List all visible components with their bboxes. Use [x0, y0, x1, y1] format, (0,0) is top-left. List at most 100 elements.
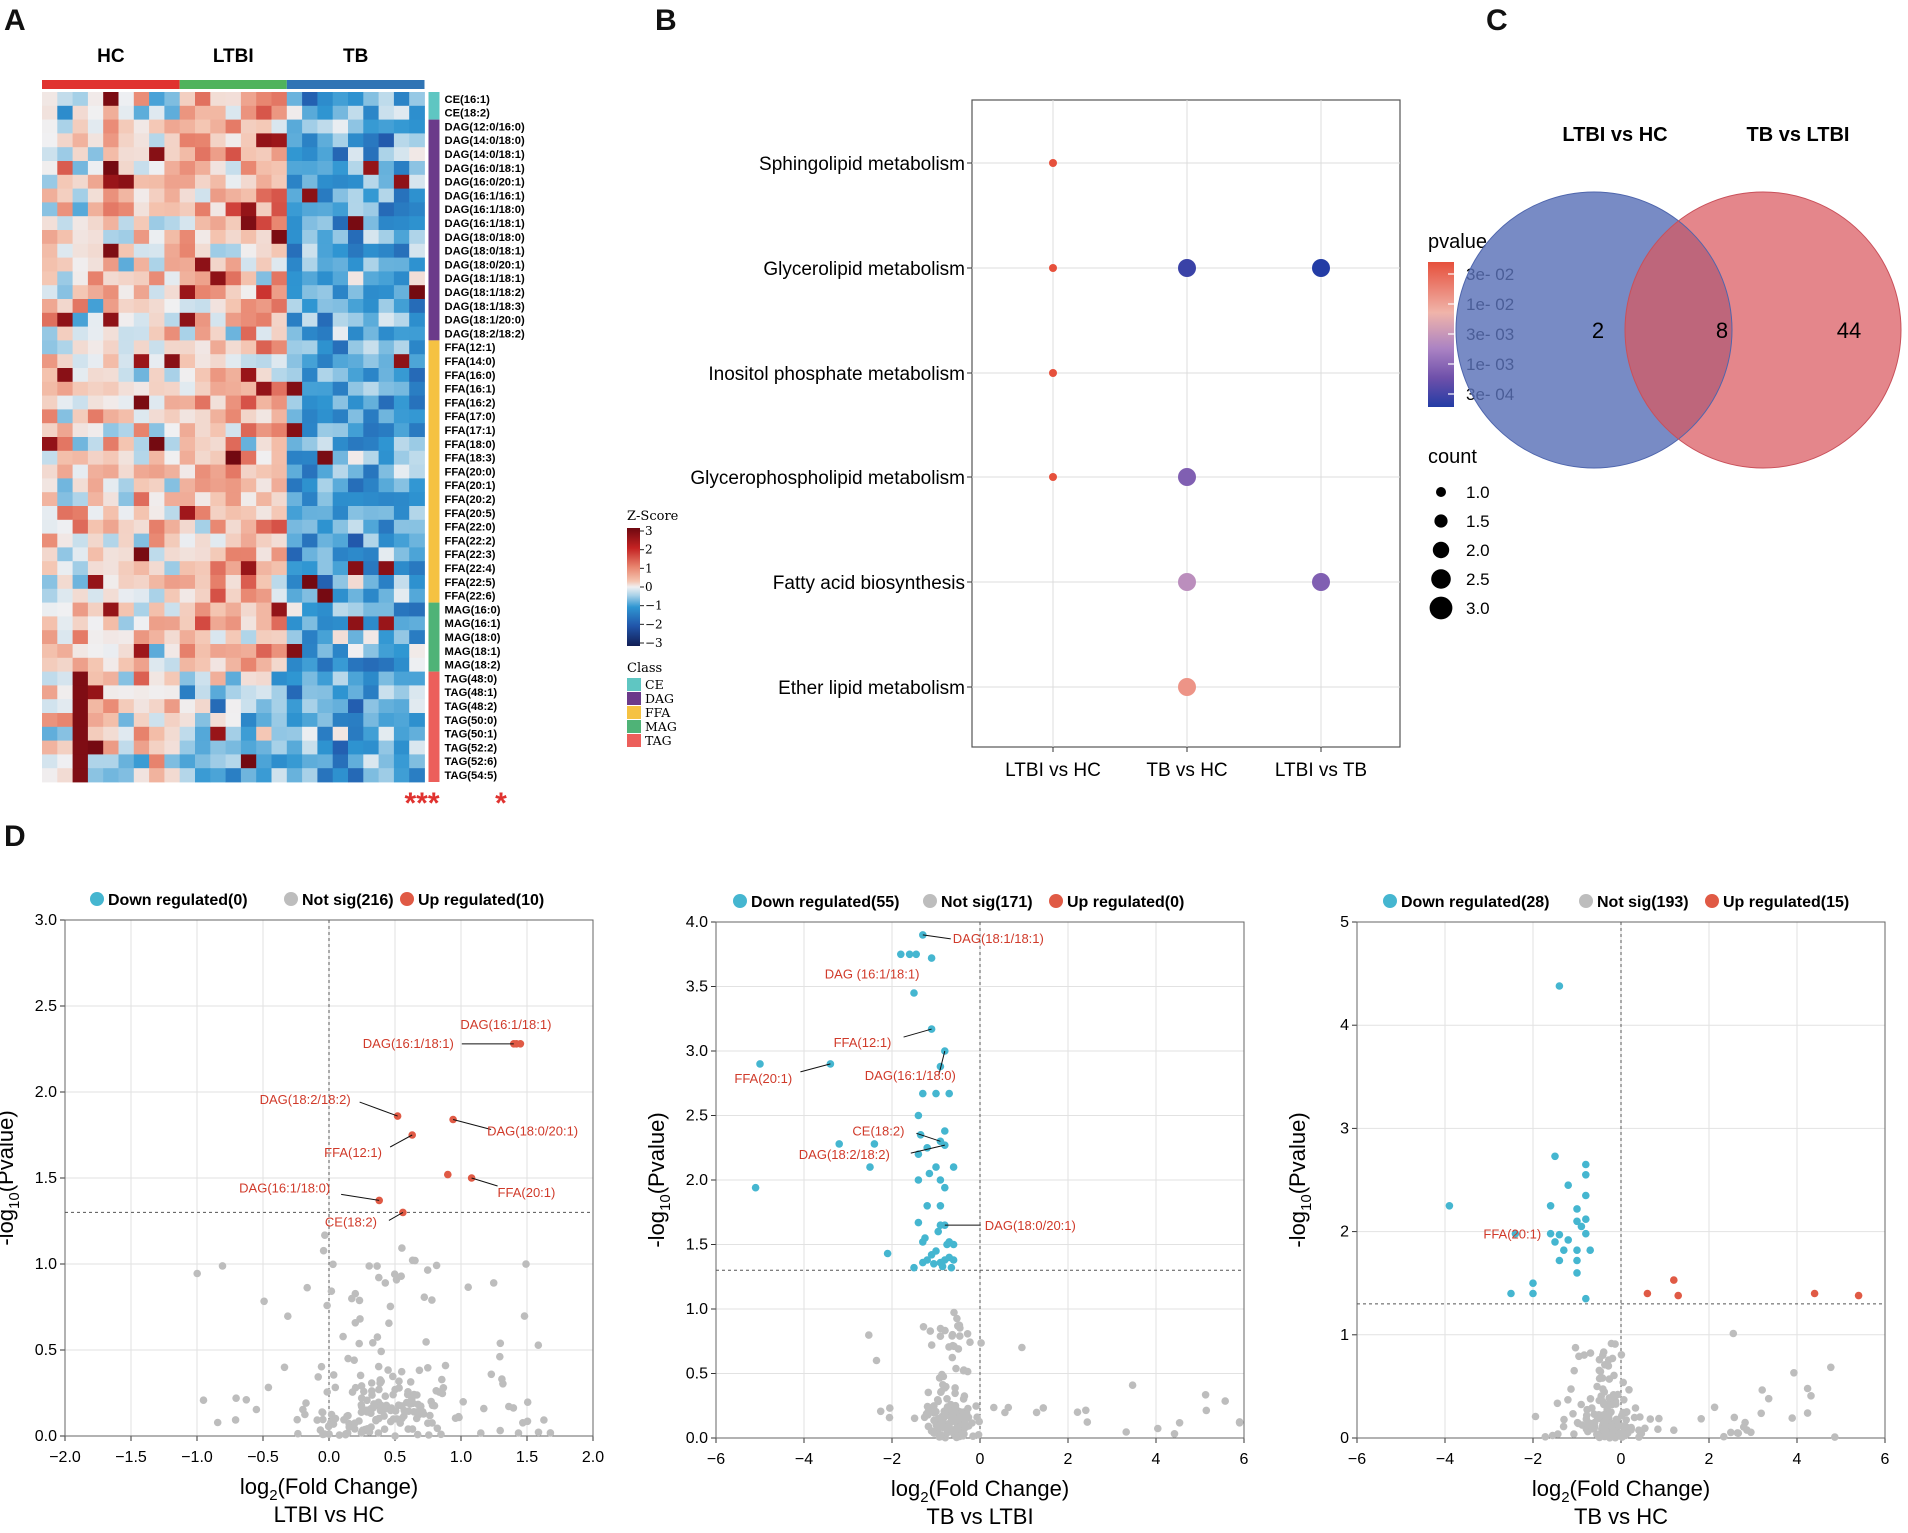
volcano-point-notsig	[946, 1419, 954, 1427]
heatmap-cell	[302, 437, 318, 452]
heatmap-cell	[286, 644, 303, 659]
heatmap-cell	[271, 768, 288, 783]
heatmap-cell	[133, 754, 150, 769]
heatmap-cell	[363, 492, 379, 507]
heatmap-cell	[348, 243, 364, 258]
heatmap-cell	[409, 381, 425, 396]
heatmap-cell	[210, 450, 226, 465]
heatmap-cell	[348, 257, 364, 272]
volcano-point-notsig	[886, 1404, 894, 1412]
heatmap-cell	[42, 671, 58, 686]
heatmap-cell	[57, 354, 73, 369]
heatmap-cell	[332, 119, 349, 134]
volcano-point-notsig	[425, 1431, 433, 1439]
heatmap-cell	[118, 644, 135, 659]
volcano-point-down	[943, 1240, 951, 1249]
heatmap-cell	[271, 713, 288, 728]
volcano-point-notsig	[534, 1341, 543, 1349]
heatmap-cell	[87, 381, 104, 396]
heatmap-cell	[133, 368, 150, 383]
heatmap-cell	[393, 423, 410, 438]
volcano-point-notsig	[350, 1356, 359, 1364]
heatmap-cell	[179, 630, 196, 645]
heatmap-cell	[195, 257, 211, 272]
heatmap-cell	[240, 699, 257, 714]
heatmap-cell	[179, 547, 196, 562]
volcano-y-tick-label: 0.5	[686, 1366, 708, 1383]
heatmap-cell	[195, 285, 211, 300]
heatmap-cell	[317, 768, 334, 783]
volcano-point-notsig	[520, 1312, 529, 1320]
volcano-point-down	[930, 1260, 938, 1268]
heatmap-cell	[149, 381, 165, 396]
heatmap-cell	[393, 630, 410, 645]
heatmap-cell	[240, 506, 257, 521]
heatmap-cell	[348, 713, 364, 728]
heatmap-cell	[348, 478, 364, 493]
heatmap-cell	[57, 133, 73, 148]
heatmap-cell	[256, 395, 272, 410]
heatmap-cell	[393, 312, 410, 327]
heatmap-cell	[240, 575, 257, 590]
heatmap-cell	[164, 685, 181, 700]
heatmap-cell	[179, 340, 196, 355]
volcano-point-notsig	[199, 1396, 208, 1404]
bubble-x-label: LTBI vs HC	[1005, 760, 1101, 781]
volcano-point-notsig	[1553, 1399, 1562, 1408]
heatmap-cell	[179, 271, 196, 286]
heatmap-cell	[240, 602, 257, 617]
row-label: MAG(18:1)	[445, 646, 501, 658]
heatmap-cell	[332, 381, 349, 396]
heatmap-cell	[42, 92, 58, 107]
heatmap-cell	[271, 119, 288, 134]
heatmap-cell	[72, 92, 89, 107]
heatmap-cell	[57, 202, 73, 217]
volcano-point-notsig	[1646, 1415, 1655, 1423]
heatmap-cell	[332, 657, 349, 672]
heatmap-cell	[271, 285, 288, 300]
heatmap-cell	[210, 547, 226, 562]
heatmap-cell	[302, 506, 318, 521]
volcano-point-notsig	[477, 1429, 485, 1437]
count-legend-dot	[1436, 487, 1446, 497]
row-label: DAG(16:1/18:1)	[445, 218, 525, 230]
heatmap-cell	[225, 299, 242, 314]
volcano-point-notsig	[1548, 1431, 1557, 1440]
heatmap-cell	[118, 547, 135, 562]
heatmap-cell	[57, 119, 73, 134]
heatmap-cell	[103, 285, 119, 300]
heatmap-cell	[72, 478, 89, 493]
heatmap-cell	[179, 257, 196, 272]
heatmap-cell	[348, 423, 364, 438]
heatmap-cell	[149, 409, 165, 424]
heatmap-cell	[195, 657, 211, 672]
heatmap-cell	[133, 299, 150, 314]
heatmap-cell	[72, 533, 89, 548]
heatmap-cell	[225, 519, 242, 534]
heatmap-cell	[103, 395, 119, 410]
heatmap-cell	[42, 630, 58, 645]
heatmap-cell	[195, 575, 211, 590]
heatmap-cell	[332, 354, 349, 369]
heatmap-cell	[164, 671, 181, 686]
heatmap-cell	[42, 616, 58, 631]
heatmap-cell	[133, 133, 150, 148]
y-axis-rest: (Pvalue)	[0, 1110, 18, 1192]
heatmap-cell	[164, 423, 181, 438]
heatmap-cell	[332, 561, 349, 576]
heatmap-cell	[378, 285, 395, 300]
heatmap-cell	[271, 257, 288, 272]
heatmap-cell	[240, 644, 257, 659]
heatmap-cell	[363, 519, 379, 534]
heatmap-cell	[378, 588, 395, 603]
heatmap-cell	[363, 326, 379, 341]
heatmap-cell	[348, 354, 364, 369]
heatmap-cell	[332, 257, 349, 272]
volcano-point-notsig	[367, 1379, 376, 1387]
heatmap-cell	[57, 754, 73, 769]
heatmap-cell	[118, 285, 135, 300]
volcano-point-notsig	[1610, 1371, 1618, 1380]
volcano-point-notsig	[1727, 1428, 1735, 1437]
heatmap-cell	[271, 685, 288, 700]
heatmap-cell	[164, 492, 181, 507]
